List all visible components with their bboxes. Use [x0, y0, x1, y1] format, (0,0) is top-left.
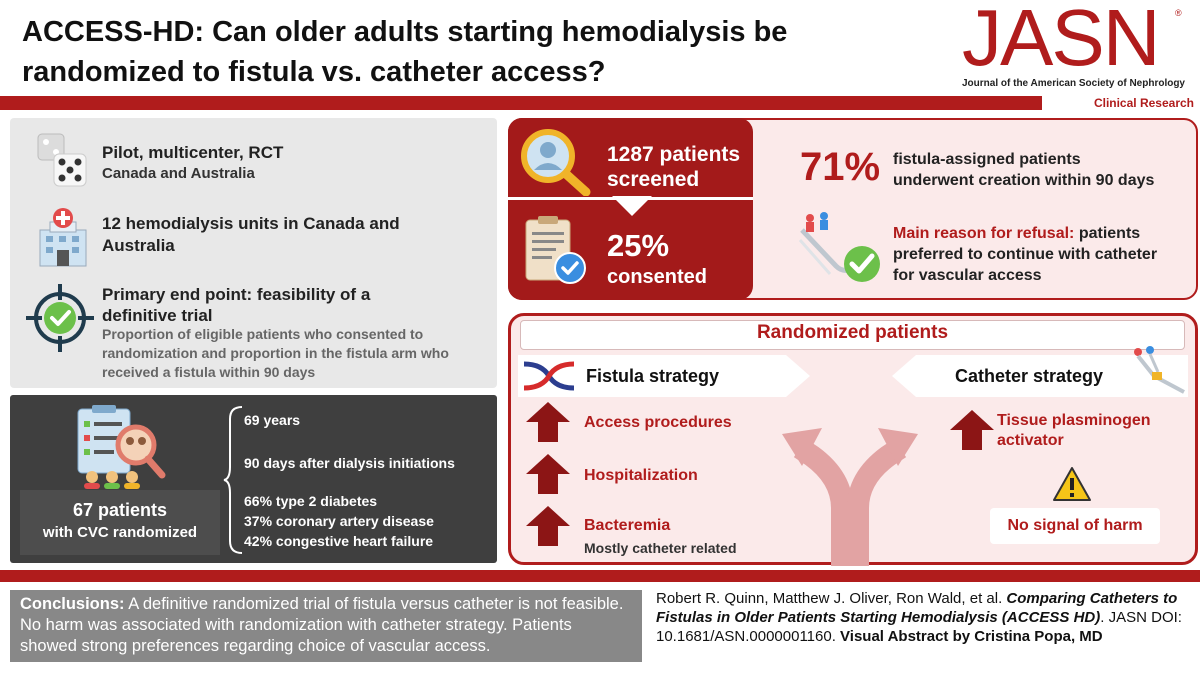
catheter-outcome-line-1: Tissue plasminogen [997, 412, 1151, 429]
randomized-title: Randomized patients [756, 322, 949, 343]
endpoint-desc-line-3: received a fistula within 90 days [102, 364, 316, 380]
population-timing: 90 days after dialysis initiations [244, 455, 455, 471]
population-age: 69 years [244, 412, 301, 428]
warning-icon [1053, 467, 1091, 501]
catheter-strategy-label: Catheter strategy [955, 366, 1104, 386]
fistula-creation-percent: 71% [800, 145, 881, 189]
endpoint-desc-line-2: randomization and proportion in the fist… [102, 345, 449, 361]
design-location: Canada and Australia [102, 165, 255, 182]
title-line-2: randomized to fistula vs. catheter acces… [22, 56, 606, 88]
no-harm-badge: No signal of harm [990, 508, 1160, 544]
refusal-line-1-text: patients [1074, 225, 1141, 242]
consented-label: consented [607, 266, 708, 288]
catheter-outcome-line-2: activator [997, 432, 1064, 449]
header-band [0, 96, 1200, 110]
refusal-line-3: for vascular access [893, 267, 1042, 284]
up-arrow-icon [526, 454, 570, 494]
split-arrows-icon [782, 428, 918, 566]
clipboard-people-icon [77, 405, 166, 489]
endpoint-desc-line-1: Proportion of eligible patients who cons… [102, 326, 424, 342]
fistula-outcome-access: Access procedures [584, 414, 732, 431]
citation: Robert R. Quinn, Matthew J. Oliver, Ron … [656, 589, 1191, 646]
section-label: Clinical Research [1042, 96, 1200, 110]
search-person-icon [521, 129, 591, 196]
down-pointer-icon [612, 196, 652, 216]
citation-doi: . JASN DOI: 10.1681/ASN.0000001160. [656, 609, 1182, 645]
catheter-strategy-bar [892, 355, 1188, 397]
fistula-outcome-hospitalization: Hospitalization [584, 467, 698, 484]
hospital-icon [39, 208, 87, 267]
refusal-label: Main reason for refusal: [893, 225, 1075, 242]
screened-label: screened [607, 168, 700, 191]
fistula-creation-line-2: underwent creation within 90 days [893, 172, 1155, 189]
citation-title: Comparing Catheters to Fistulas in Older… [656, 590, 1178, 626]
up-arrow-icon [950, 410, 994, 450]
title-line-1: ACCESS-HD: Can older adults starting hem… [22, 16, 788, 48]
catheter-check-icon [798, 212, 880, 282]
endpoint-title-line-2: definitive trial [102, 306, 213, 325]
refusal-line-2: preferred to continue with catheter [893, 246, 1158, 263]
citation-visual-credit: Visual Abstract by Cristina Popa, MD [840, 628, 1103, 645]
up-arrow-icon [526, 402, 570, 442]
population-cad: 37% coronary artery disease [244, 513, 434, 529]
consent-form-icon [525, 216, 586, 284]
population-panel: 67 patients with CVC randomized 69 years… [10, 395, 497, 563]
units-line-1: 12 hemodialysis units in Canada and [102, 214, 400, 233]
refusal-line-1: Main reason for refusal: patients [893, 224, 1140, 244]
screened-count: 1287 patients [607, 143, 741, 166]
conclusions-box: Conclusions: A definitive randomized tri… [10, 590, 642, 662]
fistula-outcome-bacteremia-note: Mostly catheter related [584, 540, 737, 556]
design-type: Pilot, multicenter, RCT [102, 143, 284, 162]
fistula-strategy-label: Fistula strategy [586, 366, 720, 386]
footer-band [0, 570, 1200, 582]
randomized-header [520, 320, 1185, 350]
fistula-outcome-bacteremia: Bacteremia [584, 517, 671, 534]
fistula-strategy-bar [518, 355, 810, 397]
consented-percent: 25% [607, 228, 670, 263]
fistula-icon [523, 361, 575, 391]
logo-main-text: JASN [962, 0, 1160, 82]
population-diabetes: 66% type 2 diabetes [244, 493, 378, 509]
logo-registered-mark: ® [1175, 8, 1182, 18]
study-design-panel: Pilot, multicenter, RCT Canada and Austr… [10, 118, 497, 388]
units-line-2: Australia [102, 236, 175, 255]
dice-icon [37, 133, 87, 187]
patient-count-label: with CVC randomized [42, 524, 198, 541]
fistula-creation-line-1: fistula-assigned patients [893, 151, 1081, 168]
patient-count-box: 67 patients with CVC randomized [20, 490, 220, 555]
jasn-logo: JASN ® Journal of the American Society o… [962, 0, 1185, 96]
patient-count: 67 patients [72, 500, 168, 520]
catheter-icon [1134, 346, 1185, 394]
target-check-icon [26, 284, 94, 352]
endpoint-title-line-1: Primary end point: feasibility of a [102, 285, 371, 304]
page-title: ACCESS-HD: Can older adults starting hem… [22, 12, 922, 92]
conclusions-text: A definitive randomized trial of fistula… [20, 595, 624, 655]
brace-icon [223, 406, 243, 554]
up-arrow-icon [526, 506, 570, 546]
citation-authors: Robert R. Quinn, Matthew J. Oliver, Ron … [656, 590, 1007, 607]
logo-subtitle: Journal of the American Society of Nephr… [962, 78, 1185, 89]
population-chf: 42% congestive heart failure [244, 533, 434, 549]
conclusions-label: Conclusions: [20, 595, 125, 613]
